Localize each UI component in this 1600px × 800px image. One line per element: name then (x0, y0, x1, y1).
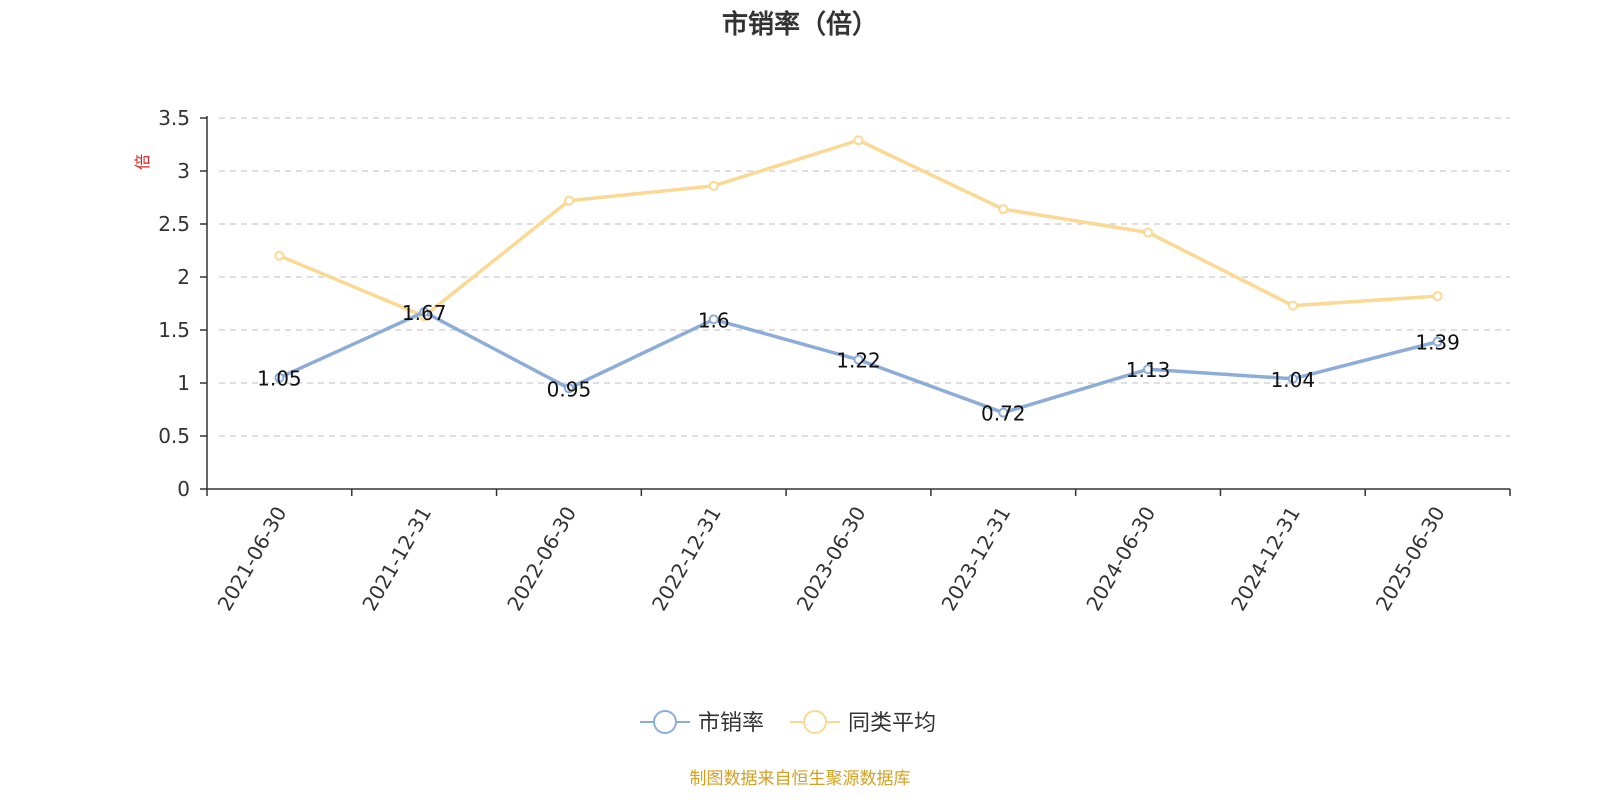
y-tick-label: 0.5 (158, 424, 190, 448)
series-line (278, 138, 1438, 318)
x-tick-label: 2025-06-30 (1371, 502, 1450, 615)
data-label: 1.6 (698, 308, 730, 332)
data-label: 0.95 (547, 377, 592, 401)
y-tick-label: 2 (177, 265, 190, 289)
y-axis-unit-label: 倍 (133, 154, 152, 170)
x-tick-label: 2022-06-30 (502, 502, 581, 615)
y-tick-label: 3.5 (158, 106, 190, 130)
y-tick-label: 3 (177, 159, 190, 183)
data-point[interactable] (1287, 300, 1298, 311)
legend-item[interactable]: 市销率 (640, 710, 764, 736)
data-labels: 1.05 1.67 0.95 1.6 1.22 0.72 1.13 1.04 1.39 (257, 301, 1460, 426)
x-tick-label: 2023-06-30 (792, 502, 871, 615)
legend[interactable]: 市销率 同类平均 (640, 710, 936, 736)
grid-lines (219, 117, 1510, 437)
data-point[interactable] (998, 204, 1009, 215)
x-tick-label: 2023-12-31 (936, 502, 1015, 615)
data-point[interactable] (1432, 291, 1443, 302)
data-label: 1.39 (1415, 331, 1460, 355)
y-tick-labels: 0 0.5 1 1.5 2 2.5 3 3.5 (158, 106, 190, 501)
y-tick-label: 2.5 (158, 212, 190, 236)
axes (200, 116, 1511, 496)
data-point[interactable] (853, 135, 864, 146)
data-label: 1.22 (836, 349, 881, 373)
legend-label: 同类平均 (848, 711, 936, 736)
x-tick-label: 2021-12-31 (357, 502, 436, 615)
data-label: 1.05 (257, 367, 302, 391)
y-tick-label: 1.5 (158, 318, 190, 342)
data-label: 1.13 (1126, 358, 1171, 382)
data-point[interactable] (1287, 373, 1298, 384)
data-point[interactable] (1143, 227, 1154, 238)
legend-marker-icon (803, 710, 827, 734)
data-point[interactable] (1432, 336, 1443, 347)
x-tick-label: 2022-12-31 (647, 502, 726, 615)
x-tick-label: 2024-06-30 (1081, 502, 1160, 615)
x-tick-label: 2021-06-30 (213, 502, 292, 615)
data-label: 1.04 (1271, 368, 1316, 392)
legend-item[interactable]: 同类平均 (790, 710, 936, 736)
data-point[interactable] (853, 354, 864, 365)
data-label: 1.67 (402, 301, 447, 325)
source-note: 制图数据来自恒生聚源数据库 (690, 769, 911, 789)
data-point[interactable] (563, 195, 574, 206)
data-point[interactable] (274, 250, 285, 261)
data-point[interactable] (998, 407, 1009, 418)
y-tick-label: 0 (177, 477, 190, 501)
series-layer (274, 135, 1443, 418)
data-point[interactable] (419, 306, 430, 317)
data-point[interactable] (274, 372, 285, 383)
legend-label: 市销率 (698, 711, 764, 736)
x-tick-label: 2024-12-31 (1226, 502, 1305, 615)
data-point[interactable] (563, 383, 574, 394)
legend-marker-icon (653, 710, 677, 734)
data-point[interactable] (1143, 364, 1154, 375)
y-tick-label: 1 (177, 371, 190, 395)
x-tick-labels: 2021-06-30 2021-12-31 2022-06-30 2022-12-31… (213, 502, 1450, 615)
data-label: 0.72 (981, 402, 1026, 426)
data-point[interactable] (708, 314, 719, 325)
chart-title: 市销率（倍） (722, 9, 878, 40)
data-point[interactable] (708, 180, 719, 191)
